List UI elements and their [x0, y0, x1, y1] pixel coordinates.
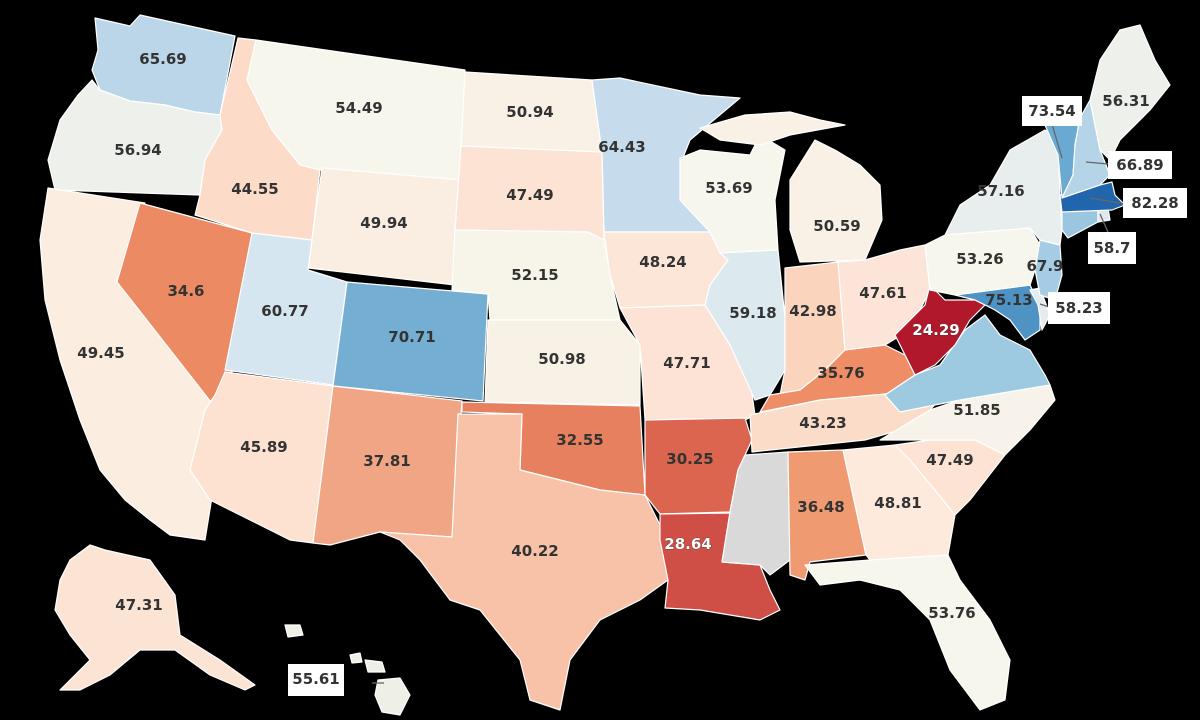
label-MI: 50.59 — [813, 217, 860, 235]
label-TX: 40.22 — [511, 542, 558, 560]
label-CO: 70.71 — [388, 328, 435, 346]
label-OR: 56.94 — [114, 141, 161, 159]
label-PA: 53.26 — [956, 250, 1003, 268]
label-MO: 47.71 — [663, 354, 710, 372]
label-HI: 55.61 — [292, 670, 339, 688]
label-AR: 30.25 — [666, 450, 713, 468]
label-VT: 73.54 — [1028, 102, 1075, 120]
callout-NH: 66.89 — [1085, 151, 1172, 179]
state-HI-1[interactable] — [284, 624, 304, 638]
label-AL: 36.48 — [797, 498, 844, 516]
label-MA: 82.28 — [1131, 194, 1178, 212]
label-OK: 32.55 — [556, 431, 603, 449]
state-FL[interactable] — [804, 554, 1011, 711]
label-OH: 47.61 — [859, 284, 906, 302]
state-MI[interactable] — [789, 139, 883, 263]
label-SD: 47.49 — [506, 186, 553, 204]
label-MN: 64.43 — [598, 138, 645, 156]
label-NV: 34.6 — [167, 282, 204, 300]
state-VA[interactable] — [884, 314, 1051, 413]
label-MT: 54.49 — [335, 99, 382, 117]
state-HI-4[interactable] — [374, 677, 411, 716]
label-ID: 44.55 — [231, 180, 278, 198]
state-AK[interactable] — [54, 544, 256, 691]
state-IL[interactable] — [704, 249, 786, 401]
label-NE: 52.15 — [511, 266, 558, 284]
label-RI: 58.7 — [1093, 239, 1130, 257]
label-AZ: 45.89 — [240, 438, 287, 456]
label-UT: 60.77 — [261, 302, 308, 320]
label-CA: 49.45 — [77, 344, 124, 362]
callout-HI: 55.61 — [288, 664, 384, 696]
label-NY: 57.16 — [977, 182, 1024, 200]
state-MI-upper[interactable] — [699, 111, 846, 146]
label-KS: 50.98 — [538, 350, 585, 368]
label-NH: 66.89 — [1116, 156, 1163, 174]
state-TX[interactable] — [379, 413, 669, 711]
callout-RI: 58.7 — [1088, 213, 1136, 264]
state-NC[interactable] — [879, 384, 1056, 456]
state-ME[interactable] — [1089, 24, 1171, 161]
label-KY: 35.76 — [817, 364, 864, 382]
callout-VT: 73.54 — [1022, 96, 1082, 159]
label-WV: 24.29 — [912, 321, 959, 339]
label-WA: 65.69 — [139, 50, 186, 68]
state-MA[interactable] — [1059, 181, 1126, 213]
callout-MA: 82.28 — [1089, 188, 1187, 218]
label-NM: 37.81 — [363, 452, 410, 470]
label-TN: 43.23 — [799, 414, 846, 432]
state-KS[interactable] — [484, 319, 641, 406]
state-CO[interactable] — [332, 281, 489, 402]
label-GA: 48.81 — [874, 494, 921, 512]
label-SC: 47.49 — [926, 451, 973, 469]
label-NC: 51.85 — [953, 401, 1000, 419]
label-LA: 28.64 — [664, 535, 711, 553]
label-AK: 47.31 — [115, 596, 162, 614]
state-HI-2[interactable] — [349, 652, 363, 664]
label-ME: 56.31 — [1102, 92, 1149, 110]
label-WI: 53.69 — [705, 179, 752, 197]
label-WY: 49.94 — [360, 214, 407, 232]
label-IA: 48.24 — [639, 253, 686, 271]
callout-DE: 58.23 — [1039, 292, 1110, 324]
label-ND: 50.94 — [506, 103, 553, 121]
state-WI[interactable] — [679, 134, 786, 254]
label-IN: 42.98 — [789, 302, 836, 320]
label-FL: 53.76 — [928, 604, 975, 622]
label-DE: 58.23 — [1055, 299, 1102, 317]
label-MD: 75.13 — [985, 291, 1032, 309]
label-IL: 59.18 — [729, 304, 776, 322]
label-NJ: 67.9 — [1026, 257, 1063, 275]
state-HI-3[interactable] — [364, 659, 386, 673]
